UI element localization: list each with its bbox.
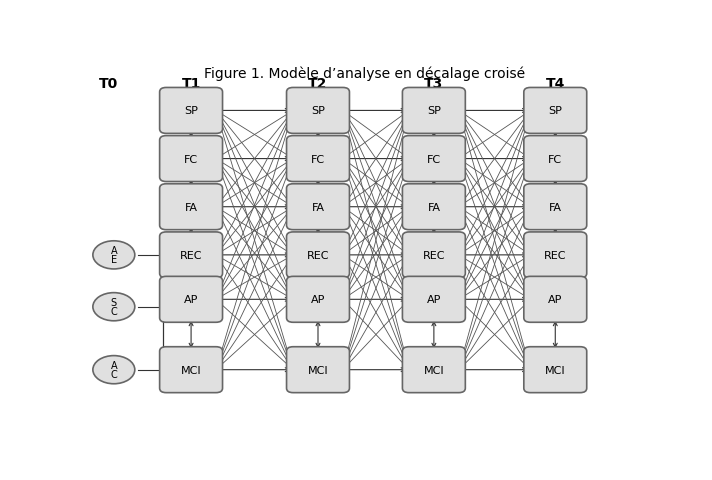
Text: MCI: MCI <box>308 365 328 375</box>
Text: AP: AP <box>548 295 562 305</box>
Ellipse shape <box>93 293 135 321</box>
Text: REC: REC <box>180 251 202 260</box>
FancyBboxPatch shape <box>524 347 587 393</box>
Text: SP: SP <box>548 106 562 116</box>
FancyBboxPatch shape <box>159 232 223 278</box>
Text: MCI: MCI <box>424 365 444 375</box>
FancyBboxPatch shape <box>524 136 587 182</box>
FancyBboxPatch shape <box>286 277 350 323</box>
Text: AP: AP <box>426 295 441 305</box>
FancyBboxPatch shape <box>159 88 223 134</box>
FancyBboxPatch shape <box>524 88 587 134</box>
FancyBboxPatch shape <box>402 184 466 230</box>
Text: SP: SP <box>427 106 441 116</box>
FancyBboxPatch shape <box>159 136 223 182</box>
Text: SP: SP <box>311 106 325 116</box>
FancyBboxPatch shape <box>402 347 466 393</box>
Text: MCI: MCI <box>545 365 565 375</box>
FancyBboxPatch shape <box>159 277 223 323</box>
Ellipse shape <box>93 241 135 269</box>
FancyBboxPatch shape <box>286 184 350 230</box>
Ellipse shape <box>93 356 135 384</box>
FancyBboxPatch shape <box>286 347 350 393</box>
Text: A
E: A E <box>110 246 117 265</box>
Text: FA: FA <box>184 202 198 212</box>
Text: FA: FA <box>549 202 562 212</box>
Text: REC: REC <box>544 251 567 260</box>
Text: FC: FC <box>426 154 441 164</box>
Text: REC: REC <box>307 251 329 260</box>
Text: Figure 1. Modèle d’analyse en décalage croisé: Figure 1. Modèle d’analyse en décalage c… <box>204 67 525 81</box>
FancyBboxPatch shape <box>402 232 466 278</box>
Text: T1: T1 <box>182 76 201 90</box>
Text: REC: REC <box>423 251 445 260</box>
Text: T4: T4 <box>545 76 565 90</box>
FancyBboxPatch shape <box>402 277 466 323</box>
Text: T0: T0 <box>99 76 118 90</box>
FancyBboxPatch shape <box>286 136 350 182</box>
FancyBboxPatch shape <box>524 277 587 323</box>
Text: AP: AP <box>184 295 198 305</box>
Text: A
C: A C <box>110 360 117 380</box>
Text: FC: FC <box>184 154 198 164</box>
Text: SP: SP <box>184 106 198 116</box>
Text: FC: FC <box>548 154 562 164</box>
Text: FA: FA <box>311 202 325 212</box>
FancyBboxPatch shape <box>524 184 587 230</box>
Text: AP: AP <box>311 295 325 305</box>
Text: T3: T3 <box>424 76 444 90</box>
FancyBboxPatch shape <box>286 232 350 278</box>
Text: S
C: S C <box>110 298 117 317</box>
FancyBboxPatch shape <box>402 88 466 134</box>
Text: T2: T2 <box>308 76 328 90</box>
FancyBboxPatch shape <box>402 136 466 182</box>
Text: FA: FA <box>427 202 441 212</box>
FancyBboxPatch shape <box>286 88 350 134</box>
FancyBboxPatch shape <box>159 184 223 230</box>
FancyBboxPatch shape <box>159 347 223 393</box>
Text: MCI: MCI <box>181 365 201 375</box>
Text: FC: FC <box>311 154 325 164</box>
FancyBboxPatch shape <box>524 232 587 278</box>
